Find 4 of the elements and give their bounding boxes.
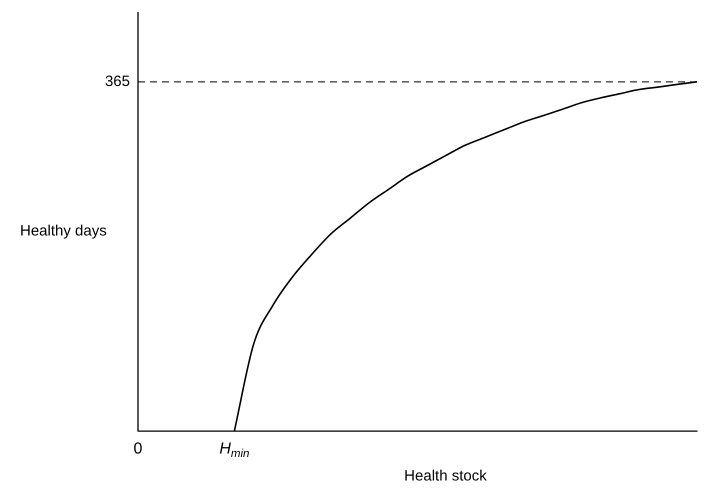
text: 365 [104,72,130,90]
x-axis-title: Health stock [404,468,488,485]
y-axis-title: Healthy days [20,222,107,240]
x-tick-label: 0 [134,440,143,458]
